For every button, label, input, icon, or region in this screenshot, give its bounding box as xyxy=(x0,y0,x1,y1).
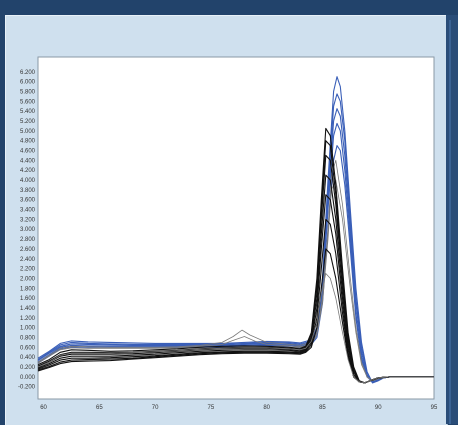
y-tick-label: 1.400 xyxy=(20,306,36,312)
x-axis-ticks: 60 65 70 75 80 85 90 95 xyxy=(40,405,438,411)
y-tick-label: 1.800 xyxy=(20,286,36,292)
y-tick-label: 5.600 xyxy=(20,99,36,105)
y-tick-label: 2.200 xyxy=(20,267,36,273)
y-tick-label: 2.400 xyxy=(20,257,36,263)
y-tick-label: 4.600 xyxy=(20,148,36,154)
y-tick-label: 4.000 xyxy=(20,178,36,184)
y-tick-label: 4.800 xyxy=(20,139,36,145)
y-tick-label: 5.200 xyxy=(20,119,36,125)
x-tick-label: 75 xyxy=(208,405,215,411)
x-tick-label: 90 xyxy=(375,405,382,411)
window-edge-highlight xyxy=(449,20,451,424)
x-tick-label: 85 xyxy=(319,405,326,411)
y-tick-label: 3.200 xyxy=(20,217,36,223)
y-tick-label: 3.600 xyxy=(20,198,36,204)
y-tick-label: 4.400 xyxy=(20,158,36,164)
x-tick-label: 65 xyxy=(96,405,103,411)
y-tick-label: 0.400 xyxy=(20,355,36,361)
y-tick-label: 2.800 xyxy=(20,237,36,243)
y-tick-label: 3.800 xyxy=(20,188,36,194)
y-tick-label: 5.000 xyxy=(20,129,36,135)
y-tick-label: 3.000 xyxy=(20,227,36,233)
series-line-6 xyxy=(37,179,434,382)
x-tick-label: 70 xyxy=(152,405,159,411)
series-layer xyxy=(37,76,434,384)
y-tick-label: 5.400 xyxy=(20,109,36,115)
y-tick-label: 0.800 xyxy=(20,335,36,341)
x-tick-label: 60 xyxy=(40,405,47,411)
x-tick-label: 80 xyxy=(263,405,270,411)
y-tick-label: 6.000 xyxy=(20,80,36,86)
series-line-14 xyxy=(37,273,434,384)
y-tick-label: 0.000 xyxy=(20,375,36,381)
y-tick-label: 0.600 xyxy=(20,345,36,351)
y-tick-label: 0.200 xyxy=(20,365,36,371)
y-tick-label: 4.200 xyxy=(20,168,36,174)
y-tick-label: 6.200 xyxy=(20,70,36,76)
y-tick-label: 2.600 xyxy=(20,247,36,253)
y-axis-ticks: -0.200 0.000 0.200 0.400 0.600 0.800 1.000 1.20… xyxy=(18,70,36,391)
y-tick-label: 5.800 xyxy=(20,89,36,95)
y-tick-label: 1.000 xyxy=(20,326,36,332)
y-tick-label: 1.600 xyxy=(20,296,36,302)
y-tick-label: -0.200 xyxy=(18,385,36,391)
y-tick-label: 2.000 xyxy=(20,276,36,282)
y-tick-label: 1.200 xyxy=(20,316,36,322)
x-tick-label: 95 xyxy=(431,405,438,411)
y-tick-label: 3.400 xyxy=(20,208,36,214)
